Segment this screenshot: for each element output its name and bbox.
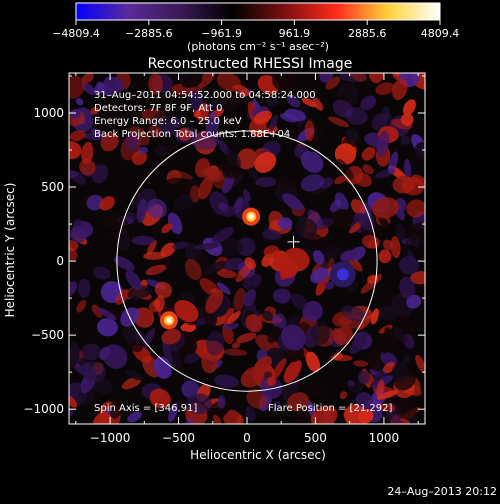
y-tick-label: −1000: [23, 402, 64, 416]
y-tick-label: 500: [41, 180, 64, 194]
annotation-method-counts: Back Projection Total counts: 1.88E+04: [94, 129, 290, 140]
bright-source-peak: [166, 317, 172, 323]
colorbar-tick-label: −4809.4: [52, 27, 100, 40]
bright-source-peak: [248, 214, 254, 220]
y-axis-label: Heliocentric Y (arcsec): [3, 183, 17, 318]
generation-date: 24–Aug–2013 20:12: [387, 485, 497, 498]
annotation-energy-range: Energy Range: 6.0 – 25.0 keV: [94, 116, 242, 127]
y-tick-label: 0: [56, 254, 64, 268]
annotation-flare-position: Flare Position = [21,292]: [268, 403, 392, 414]
flare-position-marker: [287, 235, 300, 248]
colorbar-tick-label: 961.9: [279, 27, 311, 40]
colorbar-tick-label: −961.9: [201, 27, 242, 40]
axis-ticks: −1000 −500 0 500 1000 1000 500 0 −500 −1000: [23, 73, 425, 445]
x-tick-label: −500: [162, 431, 195, 445]
annotation-detectors: Detectors: 7F 8F 9F, Att 0: [94, 103, 222, 114]
annotation-time-range: 31–Aug–2011 04:54:52.000 to 04:58:24.000: [94, 90, 316, 101]
colorbar-ticks: −4809.4 −2885.6 −961.9 961.9 2885.6 4809.4: [52, 20, 459, 40]
colorbar: [75, 2, 441, 21]
colorbar-tick-label: −2885.6: [125, 27, 173, 40]
colorbar-tick-label: 4809.4: [421, 27, 460, 40]
solar-limb-circle: [116, 130, 378, 392]
x-tick-label: −1000: [90, 431, 131, 445]
x-tick-label: 1000: [369, 431, 400, 445]
x-axis-label: Heliocentric X (arcsec): [190, 448, 326, 462]
x-tick-label: 500: [304, 431, 327, 445]
y-tick-label: −500: [31, 328, 64, 342]
y-tick-label: 1000: [33, 106, 64, 120]
negative-source-core: [336, 268, 349, 281]
colorbar-unit-label: (photons cm⁻² s⁻¹ asec⁻²): [187, 40, 329, 53]
x-tick-label: 0: [243, 431, 251, 445]
chart-title: Reconstructed RHESSI Image: [148, 56, 353, 72]
colorbar-tick-label: 2885.6: [348, 27, 387, 40]
heatmap-image: [69, 73, 425, 424]
annotation-spin-axis: Spin Axis = [346,91]: [94, 403, 197, 414]
